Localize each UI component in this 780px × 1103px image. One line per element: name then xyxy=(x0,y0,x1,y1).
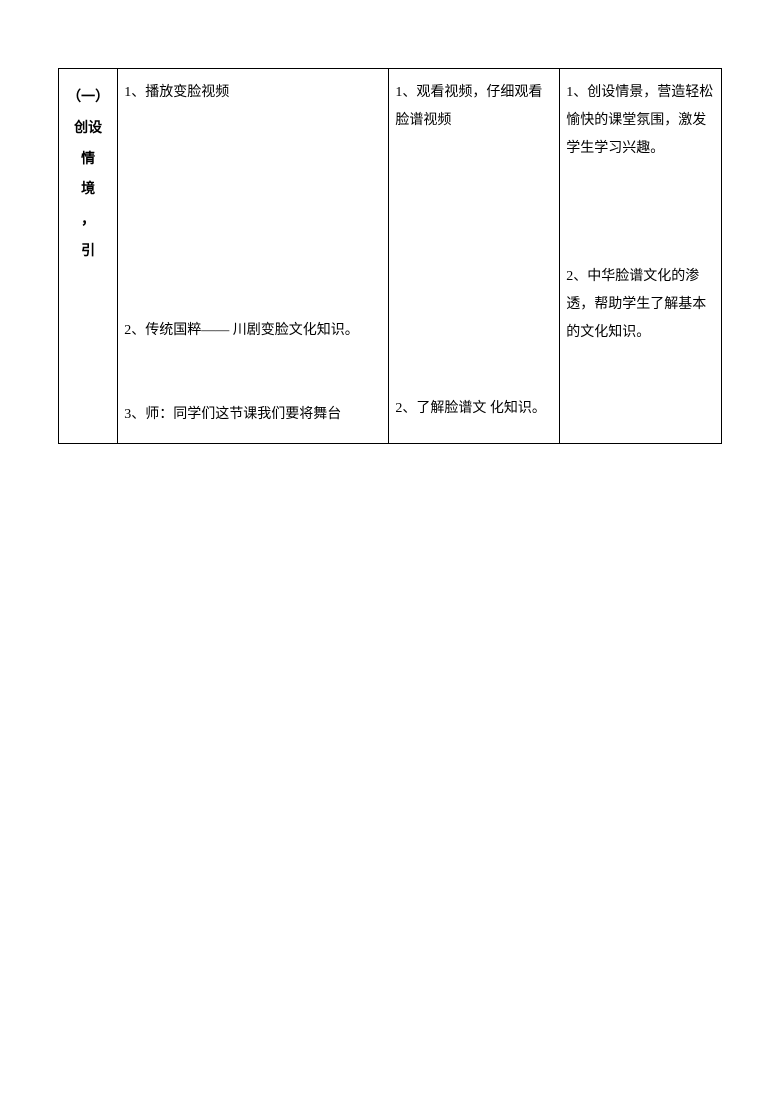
design-intent-cell: 1、创设情景，营造轻松愉快的课堂氛围，激发学生学习兴趣。 2、中华脸谱文化的渗透… xyxy=(560,69,722,444)
stage-cell: （一） 创设 情 境 ， 引 xyxy=(59,69,118,444)
lesson-plan-table: （一） 创设 情 境 ， 引 1、播放变脸视频 2、传统国粹—— 川剧变脸文化知… xyxy=(58,68,722,444)
teacher-activity-cell: 1、播放变脸视频 2、传统国粹—— 川剧变脸文化知识。 3、师：同学们这节课我们… xyxy=(118,69,389,444)
stage-line: 引 xyxy=(63,237,113,268)
design-intent-item: 1、创设情景，营造轻松愉快的课堂氛围，激发学生学习兴趣。 xyxy=(566,79,715,163)
stage-line: 情 xyxy=(63,145,113,176)
teacher-activity-item: 3、师：同学们这节课我们要将舞台 xyxy=(124,401,382,429)
stage-line: ， xyxy=(63,206,113,237)
table-row: （一） 创设 情 境 ， 引 1、播放变脸视频 2、传统国粹—— 川剧变脸文化知… xyxy=(59,69,722,444)
stage-line: （一） xyxy=(63,83,113,114)
stage-line: 境 xyxy=(63,175,113,206)
teacher-activity-item: 1、播放变脸视频 xyxy=(124,79,382,107)
student-activity-item: 1、观看视频，仔细观看脸谱视频 xyxy=(395,79,553,135)
design-intent-item: 2、中华脸谱文化的渗透，帮助学生了解基本的文化知识。 xyxy=(566,263,715,347)
student-activity-cell: 1、观看视频，仔细观看脸谱视频 2、了解脸谱文 化知识。 xyxy=(389,69,560,444)
student-activity-item: 2、了解脸谱文 化知识。 xyxy=(395,395,553,423)
teacher-activity-item: 2、传统国粹—— 川剧变脸文化知识。 xyxy=(124,317,382,345)
stage-line: 创设 xyxy=(63,114,113,145)
